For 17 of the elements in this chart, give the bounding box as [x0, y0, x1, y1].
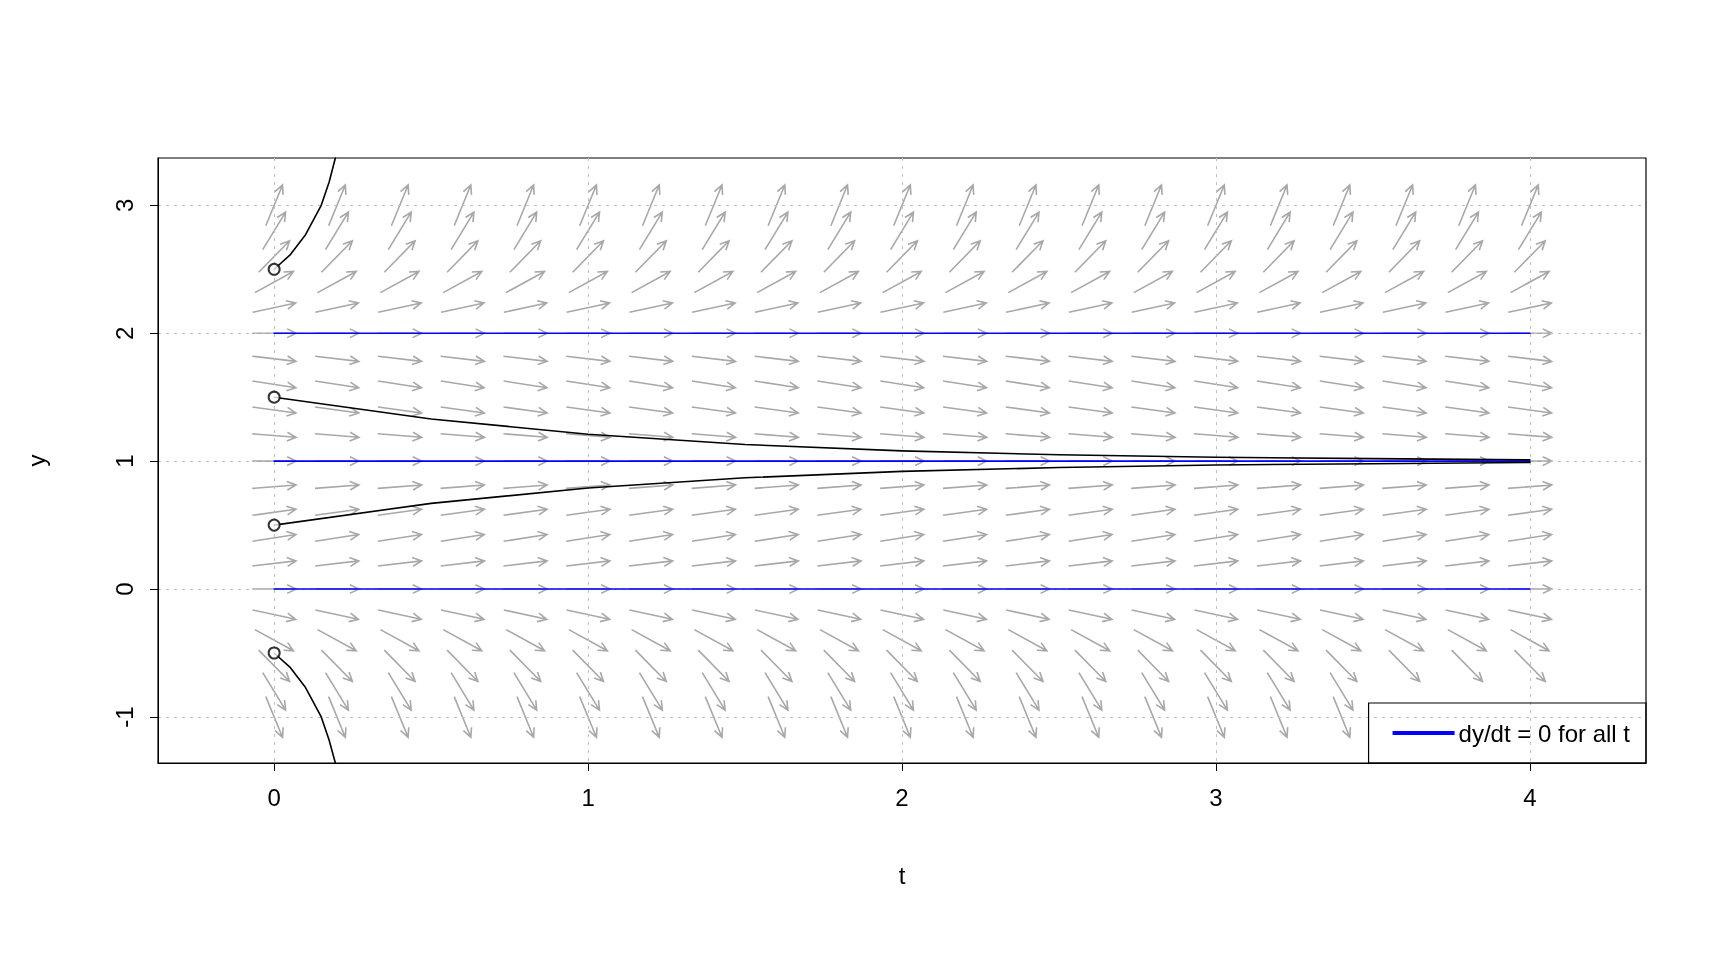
x-tick-label: 4	[1523, 783, 1537, 811]
x-axis-title: t	[898, 861, 906, 889]
x-tick-label: 0	[267, 783, 281, 811]
point	[267, 518, 281, 532]
y-tick-label: 0	[110, 582, 138, 596]
y-tick-label: 3	[110, 198, 138, 213]
point	[267, 390, 281, 404]
point	[267, 262, 281, 276]
legend-label: dy/dt = 0 for all t	[1458, 719, 1631, 747]
x-tick-label: 2	[895, 783, 909, 811]
y-tick-label: 1	[110, 454, 138, 468]
y-axis-title: y	[22, 454, 50, 467]
y-tick-label: 2	[110, 326, 138, 340]
point	[267, 646, 281, 660]
x-tick-label: 3	[1209, 783, 1223, 811]
y-tick-label: -1	[110, 706, 138, 728]
x-tick-label: 1	[581, 783, 595, 811]
